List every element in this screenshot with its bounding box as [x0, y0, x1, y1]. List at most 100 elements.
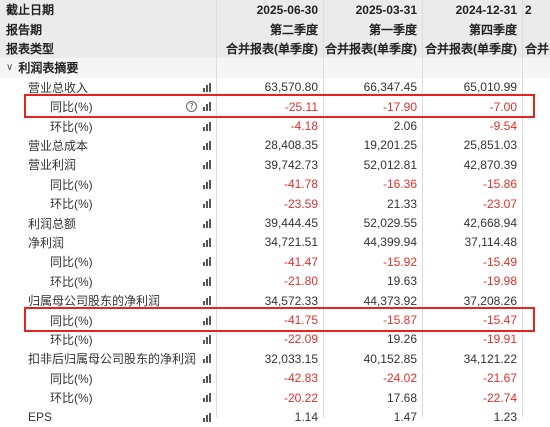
chevron-down-icon[interactable]: ∨ [6, 62, 14, 74]
value-cell: 1.23 [493, 410, 517, 425]
value-cell: 19.26 [386, 332, 417, 347]
bar-chart-icon[interactable] [203, 218, 214, 228]
value-cell: 37,208.26 [463, 293, 517, 308]
header-label: 报告期 [6, 22, 43, 37]
value-cell: -15.92 [382, 254, 417, 269]
bar-chart-icon[interactable] [203, 276, 214, 286]
value-cell: 34,572.33 [264, 293, 318, 308]
value-cell: -41.75 [283, 313, 318, 328]
table-row: 利润总额 39,444.45 52,029.55 42,668.94 [0, 213, 550, 232]
bar-chart-icon[interactable] [203, 296, 214, 306]
row-label: 环比(%) [50, 391, 93, 406]
bar-chart-icon[interactable] [203, 412, 214, 422]
table-row: EPS 1.14 1.47 1.23 [0, 407, 550, 426]
section-label: 利润表摘要 [18, 61, 79, 76]
table-row: 同比(%) -42.83 -24.02 -21.67 [0, 369, 550, 388]
value-cell: 28,408.35 [264, 138, 318, 153]
value-cell: -23.59 [283, 196, 318, 211]
header-cell: 2025-03-31 [355, 2, 417, 17]
header-cell: 合并报表(单季度) [226, 41, 318, 56]
bar-chart-icon[interactable] [203, 354, 214, 364]
table-row: 营业总收入 63,570.80 66,347.45 65,010.99 [0, 78, 550, 97]
bar-chart-icon[interactable] [203, 199, 214, 209]
value-cell: -23.07 [482, 196, 517, 211]
value-cell: -20.22 [283, 390, 318, 405]
value-cell: -17.90 [382, 99, 417, 114]
table-row: 同比(%) -41.75 -15.87 -15.47 [0, 310, 550, 329]
table-row: 环比(%) -4.18 2.06 -9.54 [0, 116, 550, 135]
value-cell: 25,851.03 [463, 138, 517, 153]
bar-chart-icon[interactable] [203, 179, 214, 189]
bar-chart-icon[interactable] [203, 140, 214, 150]
row-label: 扣非后归属母公司股东的净利润 [28, 352, 197, 367]
header-row: 报表类型 合并报表(单季度) 合并报表(单季度) 合并报表(单季度) 合并 [0, 38, 550, 59]
header-row: 报告期 第二季度 第一季度 第四季度 [0, 19, 550, 39]
header-cell: 合并报表(单季度) [425, 41, 517, 56]
value-cell: -42.83 [283, 371, 318, 386]
value-cell: -7.00 [489, 99, 517, 114]
bar-chart-icon[interactable] [203, 315, 214, 325]
value-cell: -21.80 [283, 274, 318, 289]
bar-chart-icon[interactable] [203, 102, 214, 112]
row-label: 营业总收入 [28, 80, 89, 95]
row-label: 营业利润 [28, 158, 77, 173]
column-divider [216, 0, 217, 417]
header-label: 报表类型 [6, 41, 55, 56]
value-cell: 42,668.94 [463, 216, 517, 231]
value-cell: 21.33 [386, 196, 417, 211]
header-cell: 2024-12-31 [455, 2, 517, 17]
table-row: 净利润 34,721.51 44,399.94 37,114.48 [0, 233, 550, 252]
table-row: 环比(%) -23.59 21.33 -23.07 [0, 194, 550, 213]
section-row[interactable]: ∨ 利润表摘要 [0, 58, 550, 78]
value-cell: 1.14 [294, 410, 318, 425]
row-label: 同比(%) [50, 177, 93, 192]
value-cell: 65,010.99 [463, 80, 517, 95]
header-label: 截止日期 [6, 3, 55, 18]
header-cell: 第四季度 [468, 22, 517, 37]
value-cell: 52,012.81 [363, 157, 417, 172]
table-row: 同比(%)? -25.11 -17.90 -7.00 [0, 97, 550, 116]
table-row: 营业利润 39,742.73 52,012.81 42,870.39 [0, 155, 550, 174]
value-cell: 34,121.22 [463, 351, 517, 366]
row-label: 同比(%) [50, 100, 93, 115]
row-label: 利润总额 [28, 216, 77, 231]
value-cell: -15.87 [382, 313, 417, 328]
row-label: 净利润 [28, 235, 65, 250]
section-title[interactable]: ∨ 利润表摘要 [0, 58, 216, 77]
value-cell: 44,399.94 [363, 235, 417, 250]
bar-chart-icon[interactable] [203, 393, 214, 403]
value-cell: -15.49 [482, 254, 517, 269]
value-cell: 1.47 [393, 410, 417, 425]
table-row: 同比(%) -41.78 -16.36 -15.86 [0, 175, 550, 194]
value-cell: -19.91 [482, 332, 517, 347]
row-label: 环比(%) [50, 332, 93, 347]
bar-chart-icon[interactable] [203, 121, 214, 131]
row-label: 环比(%) [50, 197, 93, 212]
row-label: 环比(%) [50, 274, 93, 289]
value-cell: 19.63 [386, 274, 417, 289]
value-cell: 39,444.45 [264, 216, 318, 231]
value-cell: -9.54 [489, 119, 517, 134]
value-cell: -15.47 [482, 313, 517, 328]
header-cell [522, 19, 550, 38]
value-cell: -41.47 [283, 254, 318, 269]
table-row: 环比(%) -21.80 19.63 -19.98 [0, 272, 550, 291]
value-cell: 37,114.48 [464, 235, 518, 250]
header-cell: 2 [525, 2, 532, 17]
bar-chart-icon[interactable] [203, 82, 214, 92]
value-cell: 44,373.92 [363, 293, 417, 308]
question-circle-icon[interactable]: ? [186, 101, 197, 113]
header-cell: 2025-06-30 [256, 2, 318, 17]
value-cell: -21.67 [482, 371, 517, 386]
bar-chart-icon[interactable] [203, 257, 214, 267]
bar-chart-icon[interactable] [203, 237, 214, 247]
value-cell: 32,033.15 [264, 351, 318, 366]
bar-chart-icon[interactable] [203, 160, 214, 170]
value-cell: 2.06 [393, 119, 417, 134]
bar-chart-icon[interactable] [203, 373, 214, 383]
header-cell: 第二季度 [269, 22, 318, 37]
value-cell: -41.78 [283, 177, 318, 192]
bar-chart-icon[interactable] [203, 334, 214, 344]
row-label: 营业总成本 [28, 138, 89, 153]
